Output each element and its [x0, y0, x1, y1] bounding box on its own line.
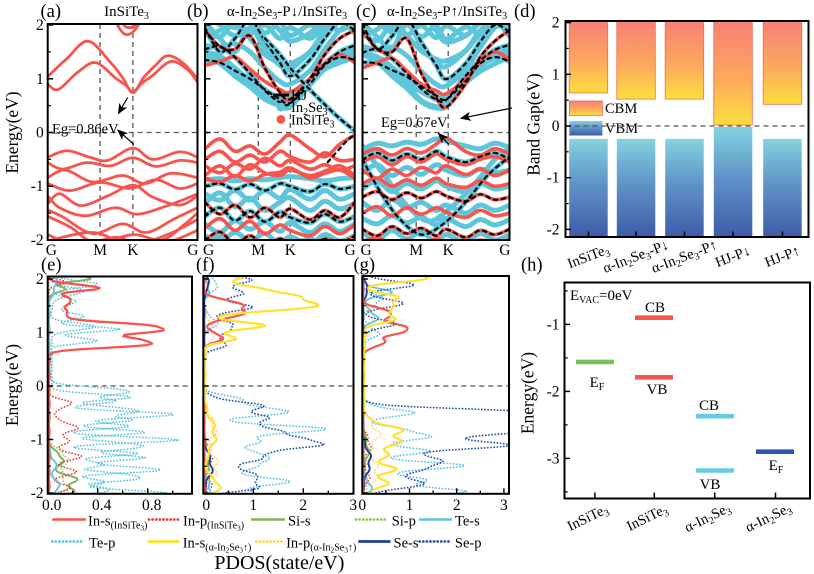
- svg-text:Band Gap(eV): Band Gap(eV): [524, 73, 544, 176]
- svg-text:HJ: HJ: [291, 88, 307, 104]
- svg-text:0.8: 0.8: [142, 497, 162, 514]
- svg-text:α-In2Se3-P↓/InSiTe3: α-In2Se3-P↓/InSiTe3: [227, 4, 347, 22]
- svg-text:Se-p: Se-p: [455, 536, 482, 552]
- svg-text:0: 0: [36, 125, 44, 142]
- svg-text:(d): (d): [514, 2, 536, 22]
- svg-text:InSiTe3: InSiTe3: [104, 4, 149, 22]
- svg-text:K: K: [285, 242, 297, 259]
- svg-text:-1: -1: [547, 170, 560, 187]
- svg-text:Energy(eV): Energy(eV): [2, 344, 22, 426]
- svg-text:(c): (c): [356, 2, 377, 22]
- svg-text:In-s(InSiTe3): In-s(InSiTe3): [88, 514, 148, 533]
- svg-text:0: 0: [36, 378, 44, 395]
- svg-text:K: K: [127, 242, 139, 259]
- svg-text:M: M: [251, 242, 265, 259]
- svg-text:In-s(α-In2Se3↑): In-s(α-In2Se3↑): [183, 536, 252, 555]
- svg-text:(f): (f): [196, 256, 214, 276]
- svg-text:1: 1: [36, 325, 44, 342]
- svg-text:VB: VB: [647, 382, 668, 398]
- svg-text:α-In2Se3-P↑/InSiTe3: α-In2Se3-P↑/InSiTe3: [387, 4, 507, 22]
- svg-text:0: 0: [552, 118, 560, 135]
- svg-text:2: 2: [36, 271, 44, 288]
- svg-text:(a): (a): [41, 2, 62, 22]
- svg-text:G: G: [46, 242, 57, 259]
- svg-text:EF: EF: [590, 375, 605, 393]
- svg-text:PDOS(state/eV): PDOS(state/eV): [214, 552, 344, 574]
- svg-text:α-In2Se3-P↑: α-In2Se3-P↑: [649, 237, 720, 279]
- svg-text:CB: CB: [699, 398, 719, 414]
- svg-text:Eg=0.86eV: Eg=0.86eV: [52, 122, 119, 138]
- svg-text:G: G: [499, 242, 510, 259]
- svg-text:-2: -2: [31, 232, 44, 249]
- svg-text:In2Se3: In2Se3: [291, 100, 328, 118]
- svg-text:0.4: 0.4: [92, 497, 112, 514]
- svg-text:(b): (b): [187, 2, 209, 22]
- svg-text:G: G: [187, 242, 198, 259]
- svg-text:Energy(eV): Energy(eV): [518, 352, 538, 434]
- svg-text:M: M: [93, 242, 107, 259]
- svg-text:-1: -1: [31, 432, 44, 449]
- svg-text:-2: -2: [547, 221, 560, 238]
- svg-text:-2: -2: [547, 383, 560, 400]
- svg-text:VBM: VBM: [605, 121, 638, 137]
- svg-text:(g): (g): [354, 256, 376, 276]
- svg-text:0: 0: [202, 497, 210, 514]
- svg-text:3: 3: [349, 497, 357, 514]
- svg-text:-3: -3: [547, 450, 560, 467]
- svg-text:Si-p: Si-p: [392, 514, 416, 530]
- svg-text:In-p(α-In2Se3↑): In-p(α-In2Se3↑): [286, 536, 356, 555]
- svg-text:Se-s: Se-s: [394, 536, 419, 552]
- svg-text:CBM: CBM: [605, 101, 637, 117]
- svg-text:K: K: [443, 242, 455, 259]
- svg-text:0.0: 0.0: [42, 497, 62, 514]
- svg-text:Te-s: Te-s: [455, 514, 480, 530]
- svg-text:G: G: [344, 242, 355, 259]
- svg-text:EF: EF: [769, 458, 784, 476]
- svg-text:1: 1: [36, 71, 44, 88]
- svg-text:Eg=0.67eV: Eg=0.67eV: [381, 115, 448, 131]
- svg-text:1: 1: [552, 66, 560, 83]
- svg-text:2: 2: [453, 497, 461, 514]
- svg-text:2: 2: [36, 17, 44, 34]
- svg-text:0: 0: [358, 497, 366, 514]
- svg-text:InSiTe3: InSiTe3: [291, 113, 334, 131]
- svg-text:G: G: [361, 242, 372, 259]
- svg-text:-1: -1: [31, 178, 44, 195]
- svg-text:3: 3: [500, 497, 508, 514]
- svg-text:-2: -2: [31, 485, 44, 502]
- svg-text:In-p(InSiTe3): In-p(InSiTe3): [183, 514, 244, 533]
- svg-text:2: 2: [299, 497, 307, 514]
- svg-text:G: G: [203, 242, 214, 259]
- svg-text:2: 2: [552, 15, 560, 32]
- svg-text:1: 1: [249, 497, 257, 514]
- svg-text:(h): (h): [521, 256, 543, 276]
- svg-text:VB: VB: [700, 477, 721, 493]
- svg-text:-1: -1: [547, 316, 560, 333]
- svg-text:EVAC=0eV: EVAC=0eV: [570, 288, 633, 306]
- svg-text:M: M: [409, 242, 423, 259]
- svg-text:Energy(eV): Energy(eV): [2, 91, 22, 173]
- svg-text:Si-s: Si-s: [288, 514, 311, 530]
- svg-text:CB: CB: [645, 300, 665, 316]
- svg-text:1: 1: [406, 497, 414, 514]
- svg-text:Te-p: Te-p: [89, 536, 115, 552]
- svg-text:(e): (e): [41, 256, 62, 276]
